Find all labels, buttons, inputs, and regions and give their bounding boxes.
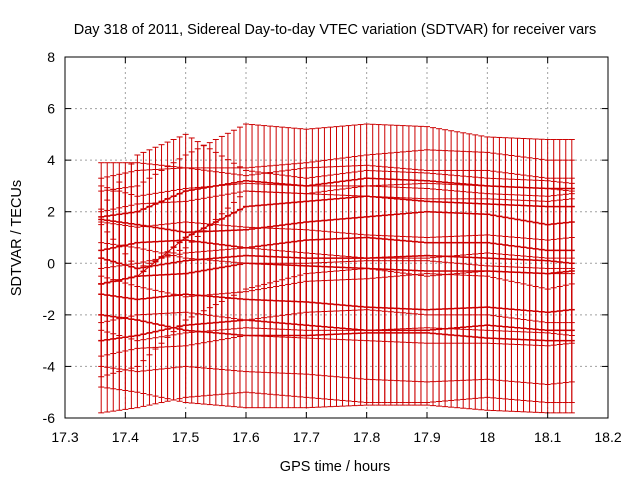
y-tick-label: 2	[47, 204, 55, 220]
y-tick-label: 0	[47, 255, 55, 271]
x-tick-label: 17.3	[51, 429, 78, 445]
y-tick-label: -6	[43, 410, 56, 426]
x-tick-label: 17.4	[112, 429, 139, 445]
plot-frame	[64, 56, 609, 419]
y-tick-label: -2	[43, 307, 56, 323]
axis-ticks: 17.3 17.4 17.5 17.6 17.7 17.8 17.9 18 18.1 18.2 -6…	[43, 49, 622, 445]
x-tick-label: 17.6	[232, 429, 259, 445]
chart-title: Day 318 of 2011, Sidereal Day-to-day VTE…	[74, 22, 596, 38]
data-layer	[98, 123, 575, 414]
x-tick-label: 17.7	[293, 429, 320, 445]
x-tick-label: 17.5	[172, 429, 199, 445]
series-trace-9	[98, 242, 575, 414]
y-axis-label: SDTVAR / TECUs	[9, 180, 25, 296]
y-tick-label: 4	[47, 152, 55, 168]
x-tick-label: 18.2	[594, 429, 621, 445]
y-tick-label: -4	[43, 358, 56, 374]
series-line	[101, 314, 572, 342]
x-tick-label: 17.9	[413, 429, 440, 445]
x-tick-label: 18	[480, 429, 496, 445]
x-tick-label: 18.1	[534, 429, 561, 445]
x-tick-label: 17.8	[353, 429, 380, 445]
y-tick-label: 6	[47, 101, 55, 117]
y-tick-label: 8	[47, 49, 55, 65]
x-axis-label: GPS time / hours	[280, 459, 390, 475]
